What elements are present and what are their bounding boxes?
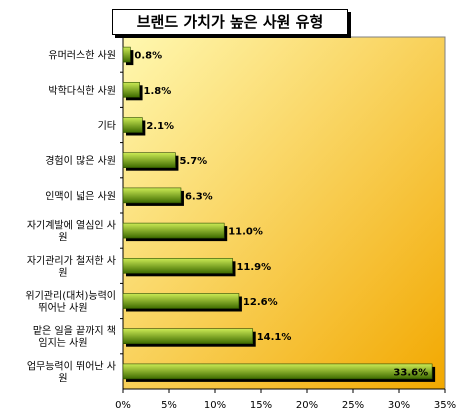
bar	[122, 222, 225, 239]
category-label: 맡은 일을 끝까지 책 임지는 사원	[33, 325, 116, 349]
category-label: 기타	[98, 120, 116, 132]
bar	[122, 328, 254, 345]
x-tick-label: 35%	[434, 400, 456, 411]
x-tick-label: 15%	[250, 400, 272, 411]
bar	[122, 46, 131, 63]
bar	[122, 257, 233, 274]
chart-title: 브랜드 가치가 높은 사원 유형	[112, 9, 348, 35]
data-label: 5.7%	[179, 156, 207, 167]
x-tick-label: 0%	[115, 400, 131, 411]
category-label: 위기관리(대처)능력이 뛰어난 사원	[25, 289, 116, 314]
category-label: 인맥이 넓은 사원	[45, 190, 116, 202]
x-tick-label: 10%	[204, 400, 226, 411]
data-label: 2.1%	[146, 121, 174, 132]
x-tick-label: 30%	[388, 400, 410, 411]
data-label: 0.8%	[134, 51, 162, 62]
bar	[122, 82, 140, 98]
bar	[122, 152, 176, 168]
x-tick-label: 20%	[296, 400, 318, 411]
bar	[122, 363, 433, 380]
bar	[122, 293, 240, 309]
data-label: 33.6%	[393, 367, 428, 378]
data-label: 1.8%	[144, 86, 172, 97]
data-label: 14.1%	[257, 332, 292, 343]
category-label: 경험이 많은 사원	[45, 154, 116, 167]
category-label: 박학다식한 사원	[48, 85, 116, 97]
x-tick-label: 5%	[161, 400, 177, 411]
x-tick-label: 25%	[342, 400, 364, 411]
category-label: 유머러스한 사원	[48, 50, 116, 62]
data-label: 11.0%	[228, 227, 263, 238]
data-label: 11.9%	[236, 262, 271, 273]
data-label: 12.6%	[243, 297, 278, 308]
data-label: 6.3%	[185, 191, 213, 202]
bar	[122, 187, 182, 204]
bar	[122, 117, 143, 133]
